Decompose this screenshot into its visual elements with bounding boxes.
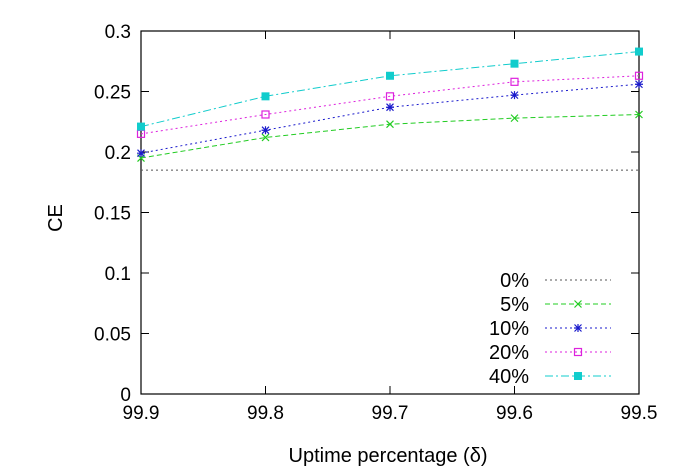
data-point (510, 77, 519, 86)
data-point (386, 103, 394, 112)
data-point (634, 71, 644, 80)
data-point (261, 133, 270, 142)
legend-marker (573, 347, 583, 357)
data-point (635, 47, 643, 56)
y-tick-label: 0.3 (105, 22, 131, 43)
legend-label: 5% (500, 294, 529, 316)
x-tick-label: 99.9 (123, 403, 160, 424)
legend-marker (574, 324, 582, 332)
data-point (137, 122, 145, 131)
data-point (510, 59, 519, 68)
x-tick-label: 99.8 (247, 403, 284, 424)
y-tick-label: 0.25 (94, 83, 131, 104)
data-point (137, 149, 145, 158)
legend-marker (574, 372, 582, 380)
data-point (386, 71, 394, 80)
x-tick-label: 99.5 (621, 403, 658, 424)
y-axis-title: CE (45, 204, 67, 232)
series-line (140, 114, 640, 159)
legend-label: 10% (489, 318, 529, 340)
y-tick-label: 0.2 (105, 143, 131, 164)
legend-label: 20% (489, 342, 529, 364)
series-line (140, 51, 640, 128)
y-tick-label: 0.1 (105, 264, 131, 285)
series-line (140, 75, 640, 135)
legend-marker (574, 300, 582, 308)
y-tick-label: 0 (120, 385, 131, 406)
series-10pct (137, 80, 643, 158)
x-tick-label: 99.6 (496, 403, 533, 424)
plot-frame (140, 30, 640, 395)
data-point (510, 114, 519, 123)
data-point (261, 126, 270, 135)
data-point (261, 110, 270, 119)
series-line (140, 83, 640, 154)
legend-label: 0% (500, 270, 529, 292)
x-tick-label: 99.7 (372, 403, 409, 424)
data-point (510, 91, 519, 100)
data-point (386, 120, 394, 129)
data-point (635, 110, 643, 119)
x-axis-title: Uptime percentage (δ) (289, 445, 488, 467)
data-point (385, 92, 395, 101)
series-40pct (137, 47, 643, 131)
legend-label: 40% (489, 366, 529, 388)
series-20pct (136, 71, 644, 138)
data-point (261, 92, 270, 101)
y-tick-label: 0.15 (94, 204, 131, 225)
series-5pct (137, 110, 643, 162)
y-tick-label: 0.05 (94, 325, 131, 346)
data-point (635, 80, 643, 89)
